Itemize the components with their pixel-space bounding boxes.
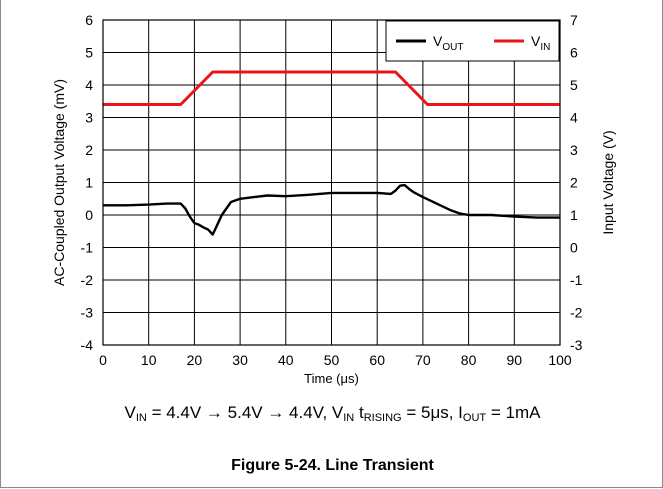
x-tick-label: 80	[461, 352, 477, 368]
axes-layer: 0 10 20 30 40 50 60 70 80 90 100-4-3-2-10123456-3-…	[51, 12, 616, 386]
y-left-tick-label: -3	[81, 305, 94, 321]
x-tick-label: 70	[415, 352, 431, 368]
y-right-tick-label: -3	[570, 337, 583, 353]
x-tick-label: 60	[369, 352, 385, 368]
y-right-tick-label: 1	[570, 207, 578, 223]
y-left-tick-label: -1	[81, 240, 94, 256]
y-right-tick-label: 5	[570, 77, 578, 93]
y-left-tick-label: 3	[85, 110, 93, 126]
plot-border	[102, 19, 561, 346]
legend-label-vin: VIN	[531, 33, 550, 53]
x-tick-label: 50	[324, 352, 340, 368]
legend-label-vout: VOUT	[433, 33, 463, 53]
series-line-vout	[103, 183, 560, 236]
series-layer	[103, 70, 560, 236]
x-tick-label: 40	[278, 352, 294, 368]
y-right-axis-label: Input Voltage (V)	[600, 130, 616, 234]
x-tick-label: 0	[99, 352, 107, 368]
figure-title: Figure 5-24. Line Transient	[231, 457, 434, 474]
x-tick-label: 20	[187, 352, 203, 368]
y-left-tick-label: 6	[85, 12, 93, 28]
x-tick-label: 90	[507, 352, 523, 368]
y-right-tick-label: 6	[570, 45, 578, 61]
y-left-tick-label: 2	[85, 142, 93, 158]
y-right-tick-label: 3	[570, 142, 578, 158]
legend: VOUT VIN	[385, 20, 560, 62]
x-axis-label: Time (μs)	[304, 371, 359, 386]
y-right-tick-label: 2	[570, 175, 578, 191]
y-left-axis-label: AC-Coupled Output Voltage (mV)	[51, 79, 67, 286]
y-left-tick-label: 4	[85, 77, 93, 93]
y-right-tick-label: 0	[570, 240, 578, 256]
y-left-tick-label: -4	[81, 337, 94, 353]
y-left-tick-label: -2	[81, 272, 94, 288]
y-right-tick-label: 4	[570, 110, 578, 126]
line-chart: 0 10 20 30 40 50 60 70 80 90 100-4-3-2-10123456-3-…	[51, 12, 616, 386]
test-conditions-caption: VIN = 4.4V → 5.4V → 4.4V, VIN tRISING = …	[124, 403, 541, 424]
grid-lines	[102, 19, 561, 346]
y-right-tick-label: -1	[570, 272, 583, 288]
series-line-vin	[103, 70, 560, 106]
x-tick-label: 100	[548, 352, 572, 368]
y-left-tick-label: 5	[85, 45, 93, 61]
x-tick-label: 30	[232, 352, 248, 368]
y-right-tick-label: 7	[570, 12, 578, 28]
y-left-tick-label: 1	[85, 175, 93, 191]
y-right-tick-label: -2	[570, 305, 583, 321]
y-left-tick-label: 0	[85, 207, 93, 223]
x-tick-label: 10	[141, 352, 157, 368]
